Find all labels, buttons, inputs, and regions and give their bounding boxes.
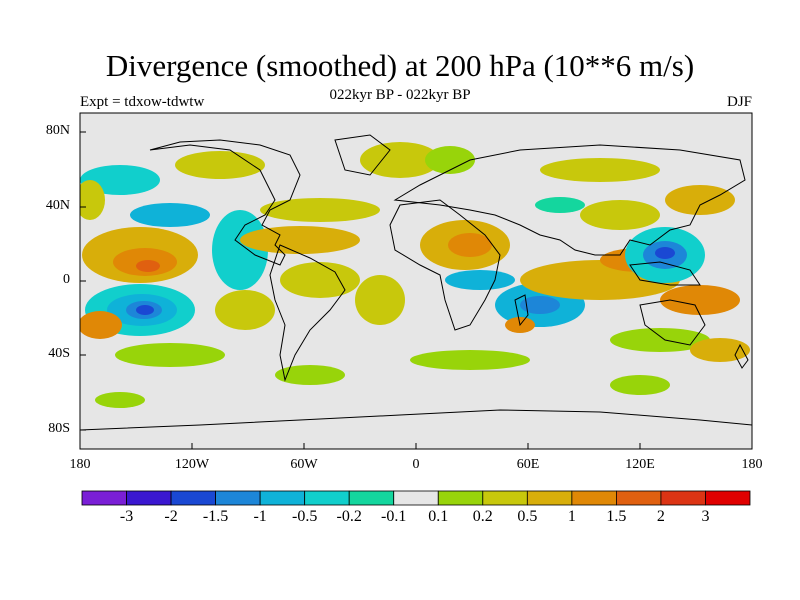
colorbar-label: -2 bbox=[164, 508, 178, 525]
lon-tick-label: 180 bbox=[69, 457, 91, 472]
colorbar-swatch bbox=[304, 490, 350, 506]
chart-title: Divergence (smoothed) at 200 hPa (10**6 … bbox=[105, 48, 695, 83]
colorbar-swatch bbox=[616, 490, 662, 506]
colorbar-swatch bbox=[81, 490, 127, 506]
lat-tick-label: 80N bbox=[45, 123, 70, 138]
colorbar-label: -3 bbox=[119, 508, 134, 525]
lat-tick-label: 40N bbox=[45, 198, 70, 213]
colorbar-swatch bbox=[393, 490, 439, 506]
colorbar-label: 3 bbox=[701, 508, 710, 525]
colorbar-swatch bbox=[437, 490, 484, 506]
experiment-label: Expt = tdxow-tdwtw bbox=[80, 94, 205, 110]
colorbar-label: -1 bbox=[253, 508, 267, 525]
lon-tick-label: 60E bbox=[516, 457, 540, 472]
colorbar-label: -0.1 bbox=[381, 508, 407, 525]
lon-tick-label: 120W bbox=[174, 457, 210, 472]
coastlines bbox=[80, 134, 752, 431]
lon-tick-label: 0 bbox=[412, 457, 420, 472]
colorbar-label: 1.5 bbox=[606, 508, 627, 525]
colorbar-label: 2 bbox=[656, 508, 665, 525]
colorbar-swatch bbox=[660, 490, 706, 506]
colorbar-label: 0.1 bbox=[428, 508, 449, 525]
colorbar-label: 1 bbox=[567, 508, 576, 525]
colorbar-swatch bbox=[571, 490, 617, 506]
contour-fill bbox=[80, 142, 750, 408]
colorbar-swatch bbox=[215, 490, 261, 506]
lon-tick-label: 60W bbox=[290, 457, 318, 472]
colorbar-label: 0.2 bbox=[472, 508, 493, 525]
lat-tick-label: 0 bbox=[63, 272, 70, 287]
lat-tick-label: 40S bbox=[48, 346, 70, 361]
season-label: DJF bbox=[726, 94, 752, 110]
lon-tick-label: 180 bbox=[741, 457, 763, 472]
colorbar-swatch bbox=[170, 490, 216, 506]
colorbar-swatch bbox=[482, 490, 528, 506]
colorbar-swatch bbox=[526, 490, 573, 506]
colorbar-label: -0.2 bbox=[336, 508, 362, 525]
chart-subtitle: 022kyr BP - 022kyr BP bbox=[329, 87, 471, 103]
colorbar-swatch bbox=[126, 490, 172, 506]
colorbar-label: 0.5 bbox=[517, 508, 538, 525]
colorbar bbox=[81, 490, 751, 506]
lat-tick-label: 80S bbox=[48, 421, 70, 436]
axis-ticks bbox=[80, 131, 641, 449]
colorbar-swatch bbox=[348, 490, 395, 506]
colorbar-swatch bbox=[705, 490, 751, 506]
colorbar-label: -1.5 bbox=[202, 508, 229, 525]
colorbar-label: -0.5 bbox=[291, 508, 318, 525]
lon-tick-label: 120E bbox=[625, 457, 655, 472]
colorbar-swatch bbox=[259, 490, 306, 506]
